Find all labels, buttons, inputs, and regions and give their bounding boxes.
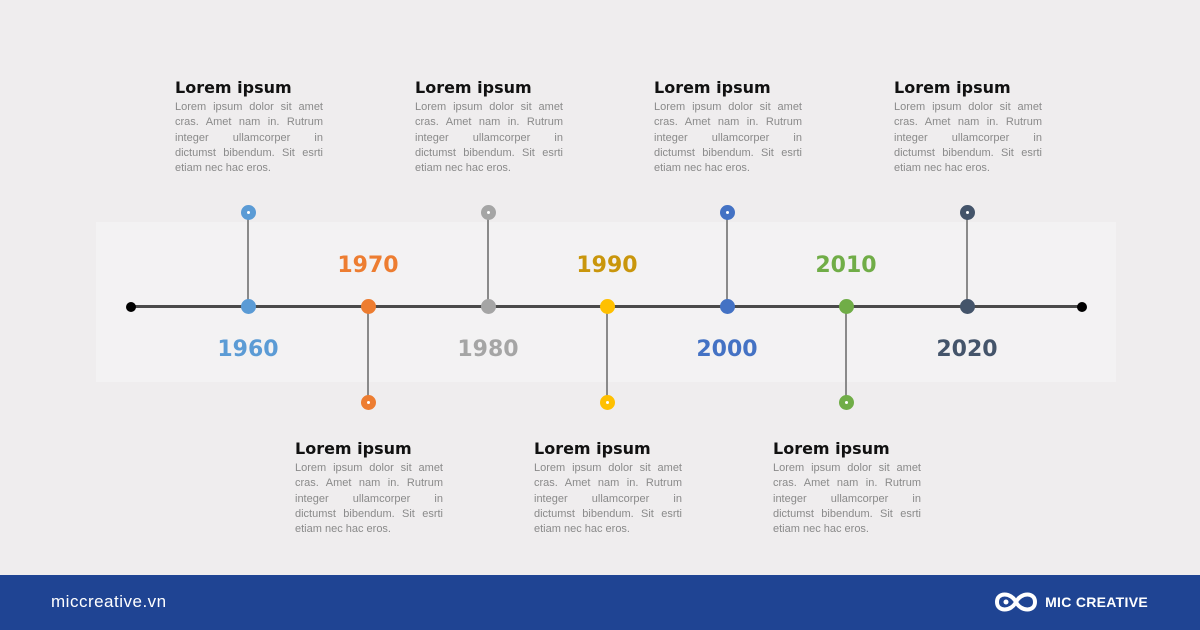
- event-connector: [487, 213, 489, 306]
- year-label: 2000: [696, 337, 758, 362]
- infinity-loop-icon: [995, 592, 1038, 612]
- event-title: Lorem ipsum: [534, 439, 651, 458]
- event-title: Lorem ipsum: [654, 78, 771, 97]
- event-card: Lorem ipsum Lorem ipsum dolor sit amet cr…: [295, 439, 443, 537]
- event-connector: [247, 213, 249, 306]
- event-description: Lorem ipsum dolor sit amet cras. Amet na…: [175, 101, 323, 175]
- event-connector: [726, 213, 728, 306]
- event-description: Lorem ipsum dolor sit amet cras. Amet na…: [773, 462, 921, 536]
- timeline-node: [838, 299, 854, 314]
- event-card: Lorem ipsum Lorem ipsum dolor sit amet cr…: [894, 78, 1042, 176]
- axis-start-dot: [126, 302, 136, 312]
- year-label: 1980: [457, 337, 519, 362]
- event-pin: [959, 205, 975, 220]
- timeline-node: [599, 299, 615, 314]
- event-title: Lorem ipsum: [894, 78, 1011, 97]
- event-title: Lorem ipsum: [175, 78, 292, 97]
- event-pin: [599, 395, 615, 410]
- year-label: 1970: [337, 253, 399, 278]
- event-title: Lorem ipsum: [295, 439, 412, 458]
- year-label: 2020: [936, 337, 998, 362]
- event-card: Lorem ipsum Lorem ipsum dolor sit amet cr…: [773, 439, 921, 537]
- event-connector: [606, 306, 608, 403]
- event-title: Lorem ipsum: [415, 78, 532, 97]
- brand-name: MIC CREATIVE: [1045, 594, 1148, 610]
- event-connector: [845, 306, 847, 403]
- event-description: Lorem ipsum dolor sit amet cras. Amet na…: [295, 462, 443, 536]
- event-card: Lorem ipsum Lorem ipsum dolor sit amet cr…: [654, 78, 802, 176]
- event-pin: [838, 395, 854, 410]
- site-url[interactable]: miccreative.vn: [51, 592, 167, 611]
- event-description: Lorem ipsum dolor sit amet cras. Amet na…: [894, 101, 1042, 175]
- timeline-node: [240, 299, 256, 314]
- event-pin: [480, 205, 496, 220]
- event-pin: [360, 395, 376, 410]
- timeline-node: [959, 299, 975, 314]
- event-connector: [966, 213, 968, 306]
- event-title: Lorem ipsum: [773, 439, 890, 458]
- event-card: Lorem ipsum Lorem ipsum dolor sit amet cr…: [175, 78, 323, 176]
- event-connector: [367, 306, 369, 403]
- event-card: Lorem ipsum Lorem ipsum dolor sit amet cr…: [415, 78, 563, 176]
- timeline-node: [360, 299, 376, 314]
- event-pin: [719, 205, 735, 220]
- axis-end-dot: [1077, 302, 1087, 312]
- timeline-node: [480, 299, 496, 314]
- event-description: Lorem ipsum dolor sit amet cras. Amet na…: [534, 462, 682, 536]
- event-card: Lorem ipsum Lorem ipsum dolor sit amet cr…: [534, 439, 682, 537]
- event-pin: [240, 205, 256, 220]
- brand-logo[interactable]: MIC CREATIVE: [993, 587, 1148, 617]
- year-label: 1960: [217, 337, 279, 362]
- year-label: 1990: [576, 253, 638, 278]
- year-label: 2010: [815, 253, 877, 278]
- timeline-node: [719, 299, 735, 314]
- timeline-diagram: 1960 Lorem ipsum Lorem ipsum dolor sit ame…: [126, 78, 1087, 537]
- event-description: Lorem ipsum dolor sit amet cras. Amet na…: [415, 101, 563, 175]
- footer-bar: miccreative.vn MIC CREATIVE: [0, 575, 1200, 630]
- event-description: Lorem ipsum dolor sit amet cras. Amet na…: [654, 101, 802, 175]
